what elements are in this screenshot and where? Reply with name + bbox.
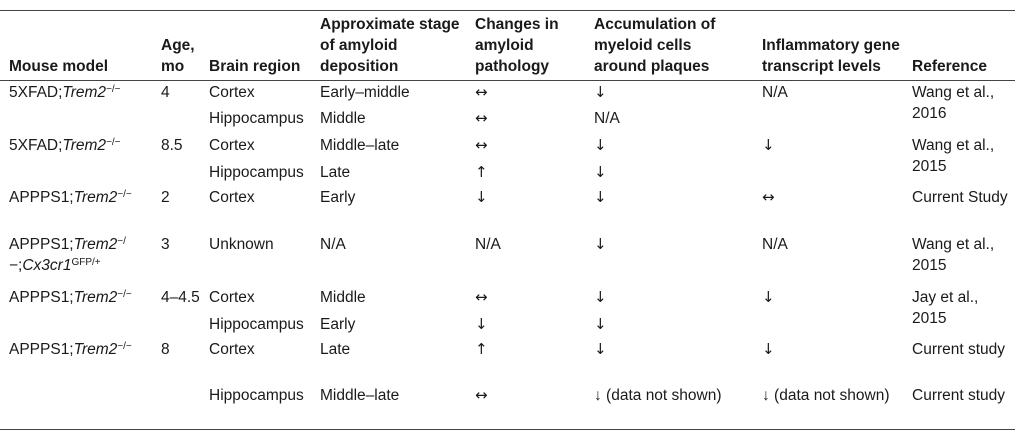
row-5-model: APPPS1;Trem2−/− xyxy=(9,189,132,206)
row-9-model: APPPS1;Trem2−/− xyxy=(9,341,132,358)
row-3-pathology: ↔ xyxy=(475,136,488,154)
row-2-stage: Middle xyxy=(320,110,366,127)
row-6-region: Unknown xyxy=(209,236,274,253)
row-4-stage: Late xyxy=(320,164,351,181)
row-1-age: 4 xyxy=(161,84,170,101)
row-8-region: Hippocampus xyxy=(209,316,304,333)
row-1-pathology: ↔ xyxy=(475,83,488,101)
row-10-pathology: ↔ xyxy=(475,386,488,404)
row-1-model: 5XFAD;Trem2−/− xyxy=(9,84,121,101)
header-amyloid-pathology: Changes in amyloid pathology xyxy=(475,16,559,75)
row-3-inflammatory: ↓ xyxy=(762,136,775,154)
row-9-stage: Late xyxy=(320,341,351,358)
row-10-reference: Current study xyxy=(912,387,1006,404)
row-3-stage: Middle–late xyxy=(320,137,400,154)
row-4-region: Hippocampus xyxy=(209,164,304,181)
header-mouse-model: Mouse model xyxy=(9,58,109,75)
row-5-reference: Current Study xyxy=(912,189,1008,206)
row-9-age: 8 xyxy=(161,341,170,358)
row-10-stage: Middle–late xyxy=(320,387,400,404)
row-2-myeloid: N/A xyxy=(594,110,620,127)
row-7-inflammatory: ↓ xyxy=(762,288,775,306)
header-amyloid-stage: Approximate stage of amyloid deposition xyxy=(320,16,460,75)
header-brain-region: Brain region xyxy=(209,58,301,75)
row-8-pathology: ↓ xyxy=(475,315,488,333)
row-6-reference: Wang et al., 2015 xyxy=(912,236,995,274)
row-9-region: Cortex xyxy=(209,341,255,358)
row-6-inflammatory: N/A xyxy=(762,236,788,253)
row-3-myeloid: ↓ xyxy=(594,136,607,154)
row-10-region: Hippocampus xyxy=(209,387,304,404)
header-myeloid-accumulation: Accumulation of myeloid cells around pla… xyxy=(594,16,716,75)
row-3-age: 8.5 xyxy=(161,137,183,154)
row-4-myeloid: ↓ xyxy=(594,163,607,181)
row-1-stage: Early–middle xyxy=(320,84,410,101)
row-7-pathology: ↔ xyxy=(475,288,488,306)
row-7-reference: Jay et al., 2015 xyxy=(912,289,979,327)
header-reference: Reference xyxy=(912,58,987,75)
row-8-myeloid: ↓ xyxy=(594,315,607,333)
row-2-pathology: ↔ xyxy=(475,109,488,127)
row-4-pathology: ↑ xyxy=(475,163,488,181)
row-7-myeloid: ↓ xyxy=(594,288,607,306)
row-9-myeloid: ↓ xyxy=(594,340,607,358)
row-1-region: Cortex xyxy=(209,84,255,101)
row-7-model: APPPS1;Trem2−/− xyxy=(9,289,132,306)
table-top-rule xyxy=(0,10,1015,11)
row-1-reference: Wang et al., 2016 xyxy=(912,84,995,122)
row-5-region: Cortex xyxy=(209,189,255,206)
row-9-inflammatory: ↓ xyxy=(762,340,775,358)
header-inflammatory-levels: Inflammatory gene transcript levels xyxy=(762,37,900,75)
row-1-inflammatory: N/A xyxy=(762,84,788,101)
row-3-reference: Wang et al., 2015 xyxy=(912,137,995,175)
row-7-stage: Middle xyxy=(320,289,366,306)
row-10-myeloid: ↓ (data not shown) xyxy=(594,387,722,404)
row-3-region: Cortex xyxy=(209,137,255,154)
row-9-reference: Current study xyxy=(912,341,1006,358)
row-3-model: 5XFAD;Trem2−/− xyxy=(9,137,121,154)
row-5-myeloid: ↓ xyxy=(594,188,607,206)
table-bottom-rule xyxy=(0,429,1015,430)
table-header-rule xyxy=(0,80,1015,81)
row-7-age: 4–4.5 xyxy=(161,289,200,306)
row-6-age: 3 xyxy=(161,236,170,253)
header-age: Age, mo xyxy=(161,37,195,75)
row-6-myeloid: ↓ xyxy=(594,235,607,253)
row-6-model: APPPS1;Trem2−/ −;Cx3cr1GFP/+ xyxy=(9,236,126,274)
row-5-stage: Early xyxy=(320,189,356,206)
row-1-myeloid: ↓ xyxy=(594,83,607,101)
row-5-age: 2 xyxy=(161,189,170,206)
row-9-pathology: ↑ xyxy=(475,340,488,358)
row-6-stage: N/A xyxy=(320,236,346,253)
row-8-stage: Early xyxy=(320,316,356,333)
row-7-region: Cortex xyxy=(209,289,255,306)
row-5-inflammatory: ↔ xyxy=(762,188,775,206)
row-6-pathology: N/A xyxy=(475,236,501,253)
row-5-pathology: ↓ xyxy=(475,188,488,206)
row-2-region: Hippocampus xyxy=(209,110,304,127)
row-10-inflammatory: ↓ (data not shown) xyxy=(762,387,890,404)
